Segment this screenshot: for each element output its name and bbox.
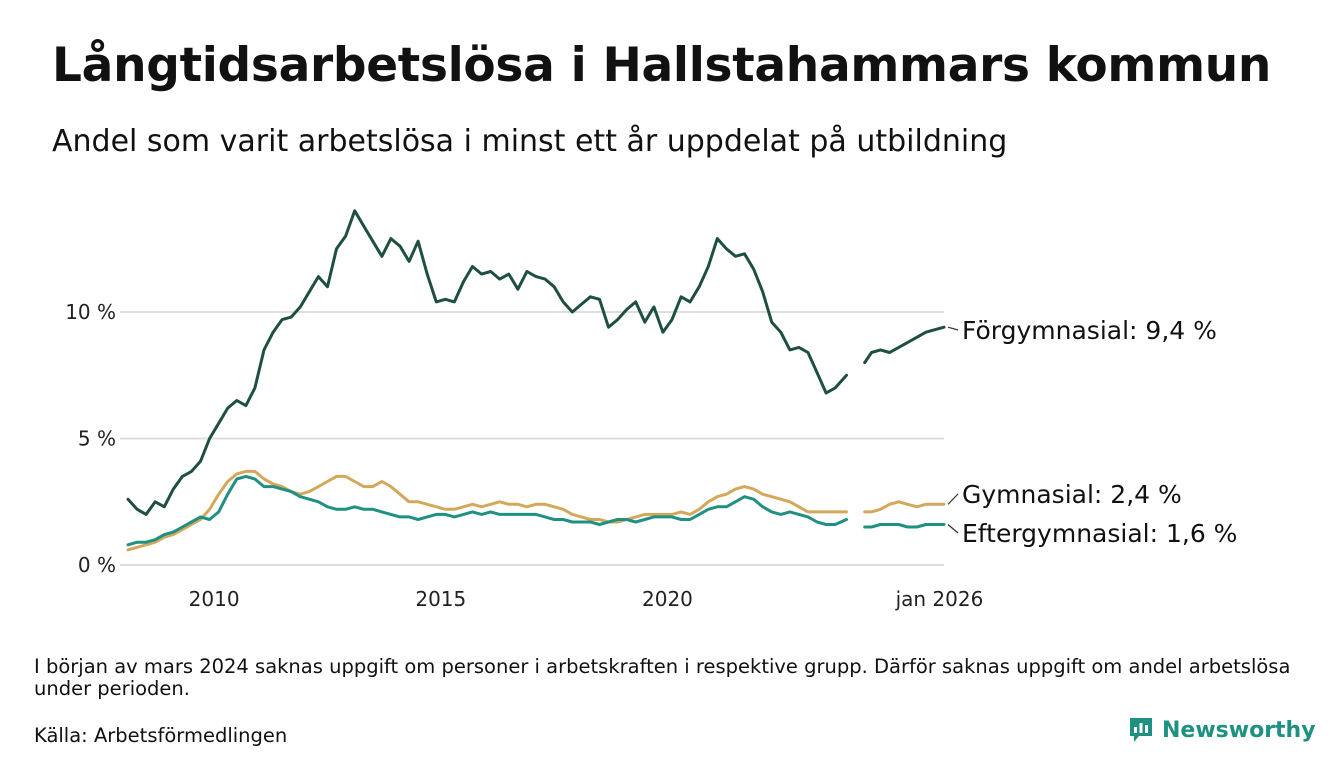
series-line-eftergymnasial-after-gap (863, 523, 946, 529)
end-label-forgymnasial: Förgymnasial: 9,4 % (962, 316, 1217, 345)
series-line-forgymnasial-after-gap (863, 325, 946, 365)
series-line-gymnasial-after-gap (863, 500, 946, 514)
line-chart: 0 % 5 % 10 % 2010 2015 2020 jan 2026 Förgymna… (65, 209, 1237, 611)
brand-logo: Newsworthy (1128, 716, 1316, 744)
end-label-gymnasial: Gymnasial: 2,4 % (962, 480, 1182, 509)
source-note: Källa: Arbetsförmedlingen (34, 724, 288, 747)
x-tick-label: 2015 (415, 587, 466, 611)
x-tick-label: 2010 (189, 587, 240, 611)
x-axis: 2010 2015 2020 jan 2026 (189, 587, 984, 611)
leader-line-eftergymnasial (947, 524, 959, 534)
y-tick-label: 5 % (78, 427, 116, 451)
chart-subtitle: Andel som varit arbetslösa i minst ett å… (52, 124, 1008, 159)
end-labels: Förgymnasial: 9,4 % Gymnasial: 2,4 % Efter… (947, 316, 1237, 548)
y-tick-label: 10 % (65, 300, 116, 324)
leader-line-forgymnasial (947, 326, 959, 331)
footnote: I början av mars 2024 saknas uppgift om … (34, 655, 1291, 700)
grid-lines (120, 311, 944, 566)
chart-title: Långtidsarbetslösa i Hallstahammars komm… (52, 38, 1272, 93)
y-axis: 0 % 5 % 10 % (65, 300, 116, 577)
series-lines (126, 209, 946, 552)
bar-chart-icon (1130, 718, 1152, 742)
series-line-forgymnasial-before-gap (126, 209, 848, 516)
brand-name: Newsworthy (1162, 717, 1316, 743)
series-line-eftergymnasial-before-gap (126, 474, 848, 547)
series-line-gymnasial-before-gap (126, 469, 848, 552)
x-tick-label: 2020 (642, 587, 693, 611)
y-tick-label: 0 % (78, 553, 116, 577)
end-label-eftergymnasial: Eftergymnasial: 1,6 % (962, 519, 1237, 548)
leader-line-gymnasial (947, 493, 959, 505)
x-tick-label: jan 2026 (895, 587, 984, 611)
